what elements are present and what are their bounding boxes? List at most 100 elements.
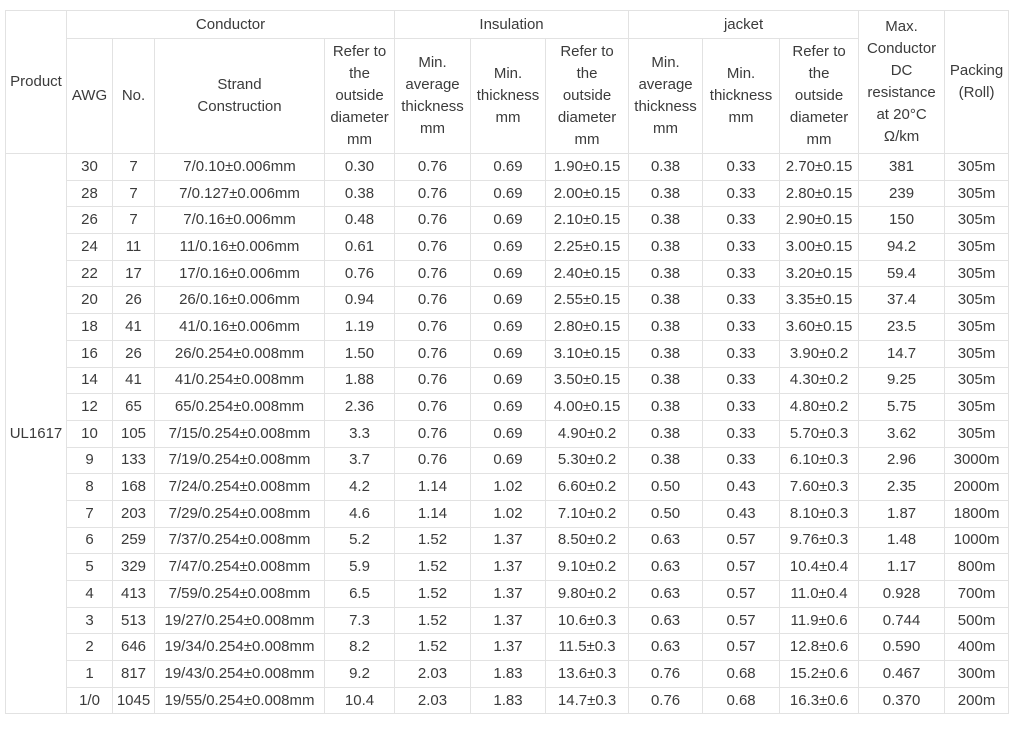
table-cell: 1.02 — [470, 499, 547, 528]
table-cell: 4.6 — [323, 499, 396, 528]
table-cell: 0.33 — [702, 419, 781, 448]
table-cell: 7/0.16±0.006mm — [154, 206, 325, 235]
table-cell: 0.76 — [628, 660, 704, 688]
table-cell: 0.76 — [394, 339, 472, 368]
table-cell: 14.7±0.3 — [545, 686, 630, 715]
table-row: 3 513 19/27/0.254±0.008mm 7.3 1.52 1.37 10.6±0… — [6, 606, 1010, 635]
table-cell: 1.02 — [470, 473, 547, 501]
table-cell: 2.80±0.15 — [779, 179, 860, 208]
table-cell: 0.76 — [394, 286, 472, 315]
table-cell: 0.63 — [628, 606, 704, 635]
table-cell: 0.68 — [702, 686, 781, 715]
header-sub-row: AWG No. Strand Construction Refer to the… — [6, 38, 1009, 154]
table-cell: 3.50±0.15 — [545, 366, 630, 395]
table-cell: 8.10±0.3 — [779, 499, 860, 528]
table-cell: 2.70±0.15 — [779, 153, 860, 181]
table-cell: 0.38 — [628, 339, 704, 368]
table-cell: 41 — [112, 313, 155, 341]
table-cell: 4.80±0.2 — [779, 393, 860, 421]
table-cell: 0.370 — [858, 686, 946, 715]
table-cell: 2.80±0.15 — [545, 313, 630, 341]
table-cell: 0.33 — [702, 366, 781, 395]
table-cell: 4.30±0.2 — [779, 366, 860, 395]
table-cell: 0.76 — [394, 206, 472, 235]
table-cell: 3 — [66, 606, 113, 635]
table-cell: 2 — [66, 633, 113, 662]
table-cell: 7/19/0.254±0.008mm — [154, 446, 325, 475]
table-row: 14 41 41/0.254±0.008mm 1.88 0.76 0.69 3.50±0.1… — [6, 366, 1010, 395]
table-cell: 0.57 — [702, 553, 781, 581]
table-cell: 7 — [112, 206, 155, 235]
table-cell: 1.52 — [394, 606, 472, 635]
table-cell: 6.5 — [323, 580, 396, 608]
table-cell: 12 — [66, 393, 113, 421]
table-cell: 0.928 — [858, 580, 946, 608]
header-jacket-min: Min. thickness mm — [702, 38, 781, 154]
table-cell: 3.10±0.15 — [545, 339, 630, 368]
table-cell: 1.37 — [470, 633, 547, 662]
table-cell: 0.57 — [702, 580, 781, 608]
table-cell: 19/34/0.254±0.008mm — [154, 633, 325, 662]
table-cell: 0.63 — [628, 633, 704, 662]
table-cell: 2.55±0.15 — [545, 286, 630, 315]
table-cell: 5.2 — [323, 526, 396, 555]
table-cell: 305m — [944, 393, 1010, 421]
table-cell: 26 — [112, 286, 155, 315]
table-cell: 10.4±0.4 — [779, 553, 860, 581]
table-cell: 3.35±0.15 — [779, 286, 860, 315]
table-cell: 0.69 — [470, 446, 547, 475]
table-cell: 1.37 — [470, 553, 547, 581]
table-cell: 0.38 — [628, 393, 704, 421]
table-cell: 203 — [112, 499, 155, 528]
table-cell: 1/0 — [66, 686, 113, 715]
table-cell: 2.36 — [323, 393, 396, 421]
table-header: Product Conductor Insulation jacket Max.… — [5, 10, 1010, 154]
table-cell: 0.38 — [628, 419, 704, 448]
table-cell: 300m — [944, 660, 1010, 688]
table-cell: 5.9 — [323, 553, 396, 581]
table-cell: 0.38 — [628, 286, 704, 315]
header-insulation-min: Min. thickness mm — [470, 38, 547, 154]
header-insulation-od: Refer to the outside diameter mm — [545, 38, 630, 154]
table-cell: 2.40±0.15 — [545, 259, 630, 288]
table-cell: 19/27/0.254±0.008mm — [154, 606, 325, 635]
header-group-row: Product Conductor Insulation jacket Max.… — [5, 10, 1010, 154]
table-cell: 1000m — [944, 526, 1010, 555]
table-cell: 381 — [858, 153, 946, 181]
table-row: 18 41 41/0.16±0.006mm 1.19 0.76 0.69 2.80±0.15… — [6, 313, 1010, 341]
table-cell: 0.69 — [470, 339, 547, 368]
table-cell: 0.69 — [470, 233, 547, 261]
table-row: 10 105 7/15/0.254±0.008mm 3.3 0.76 0.69 4.90±0… — [6, 419, 1010, 448]
table-cell: 16 — [66, 339, 113, 368]
table-cell: 30 — [66, 153, 113, 181]
table-cell: 305m — [944, 179, 1010, 208]
table-cell: 41/0.16±0.006mm — [154, 313, 325, 341]
table-cell: 26/0.16±0.006mm — [154, 286, 325, 315]
table-cell: 1045 — [112, 686, 155, 715]
table-cell: 1.52 — [394, 526, 472, 555]
table-cell: 6.10±0.3 — [779, 446, 860, 475]
header-dc-resistance: Max. Conductor DC resistance at 20°C Ω/k… — [858, 10, 946, 154]
table-cell: 9.76±0.3 — [779, 526, 860, 555]
table-cell: 0.61 — [323, 233, 396, 261]
table-cell: 0.76 — [394, 393, 472, 421]
table-cell: 7/37/0.254±0.008mm — [154, 526, 325, 555]
table-cell: 0.467 — [858, 660, 946, 688]
table-cell: 7/47/0.254±0.008mm — [154, 553, 325, 581]
table-cell: 0.69 — [470, 153, 547, 181]
table-cell: 0.76 — [394, 419, 472, 448]
table-cell: 1.14 — [394, 473, 472, 501]
table-cell: 0.744 — [858, 606, 946, 635]
table-cell: 800m — [944, 553, 1010, 581]
header-jacket-group: jacket — [628, 10, 860, 39]
table-cell: 3.3 — [323, 419, 396, 448]
table-cell: 400m — [944, 633, 1010, 662]
table-cell: 0.76 — [394, 313, 472, 341]
table-cell: 0.76 — [394, 233, 472, 261]
table-cell: 9.2 — [323, 660, 396, 688]
table-cell: 1.83 — [470, 686, 547, 715]
table-cell: 0.57 — [702, 606, 781, 635]
table-cell: 3.90±0.2 — [779, 339, 860, 368]
table-cell: 9.80±0.2 — [545, 580, 630, 608]
table-cell: 1.37 — [470, 580, 547, 608]
